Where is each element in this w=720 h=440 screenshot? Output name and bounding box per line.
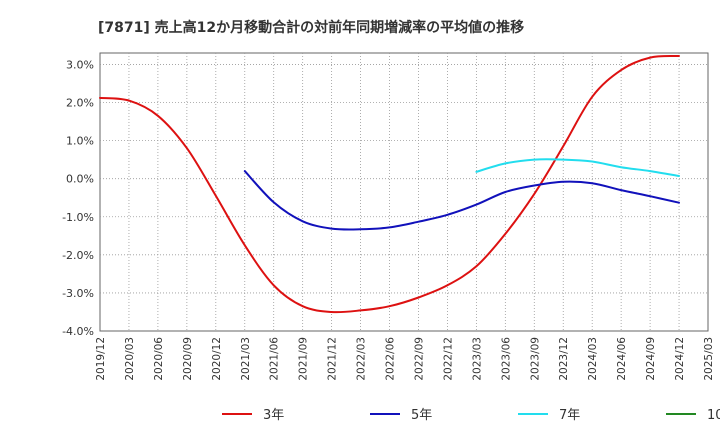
x-tick-label: 2022/03 [356, 337, 368, 381]
y-tick-label: -3.0% [62, 287, 94, 300]
y-tick-label: 2.0% [66, 97, 94, 110]
legend-label-2: 5年 [411, 408, 432, 423]
x-tick-label: 2024/09 [645, 337, 657, 381]
legend: 3年 5年 7年 10年 [222, 408, 720, 423]
x-tick-label: 2023/09 [529, 337, 541, 381]
x-tick-label: 2023/06 [500, 337, 512, 381]
legend-label-1: 3年 [263, 408, 284, 423]
x-tick-label: 2020/09 [182, 337, 194, 381]
x-tick-label: 2021/06 [269, 337, 281, 381]
x-tick-label: 2020/03 [124, 337, 136, 381]
x-axis-ticks: 2019/12 2020/03 2020/06 2020/09 2020/12 2021/… [95, 337, 715, 381]
x-tick-label: 2023/03 [471, 337, 483, 381]
y-tick-label: 1.0% [66, 135, 94, 148]
y-tick-label: 0.0% [66, 173, 94, 186]
x-tick-label: 2020/12 [211, 337, 223, 381]
y-tick-label: -2.0% [62, 249, 94, 262]
series-line-3 [475, 158, 680, 177]
y-tick-label: 3.0% [66, 58, 94, 71]
y-tick-label: -4.0% [62, 325, 94, 338]
y-axis-ticks: 3.0% 2.0% 1.0% 0.0% -1.0% -2.0% -3.0% -4.0% [62, 58, 94, 338]
gridlines [100, 53, 708, 331]
legend-label-3: 7年 [559, 408, 580, 423]
x-tick-label: 2021/12 [327, 337, 339, 381]
y-tick-label: -1.0% [62, 211, 94, 224]
x-tick-label: 2022/12 [442, 337, 454, 381]
x-tick-label: 2024/12 [674, 337, 686, 381]
x-tick-label: 2022/06 [385, 337, 397, 381]
x-tick-label: 2019/12 [95, 337, 107, 381]
x-tick-label: 2024/06 [616, 337, 628, 381]
series-line-2 [243, 170, 680, 231]
plot-area [99, 52, 709, 332]
series-line-1 [99, 55, 680, 314]
chart-title: [7871] 売上高12か月移動合計の対前年同期増減率の平均値の推移 [98, 19, 524, 36]
x-tick-label: 2024/03 [587, 337, 599, 381]
x-tick-label: 2021/09 [298, 337, 310, 381]
x-tick-label: 2020/06 [153, 337, 165, 381]
x-tick-label: 2025/03 [703, 337, 715, 381]
series-lines [99, 55, 680, 314]
x-tick-label: 2021/03 [240, 337, 252, 381]
legend-label-4: 10年 [707, 408, 720, 423]
x-tick-label: 2022/09 [413, 337, 425, 381]
x-tick-label: 2023/12 [558, 337, 570, 381]
